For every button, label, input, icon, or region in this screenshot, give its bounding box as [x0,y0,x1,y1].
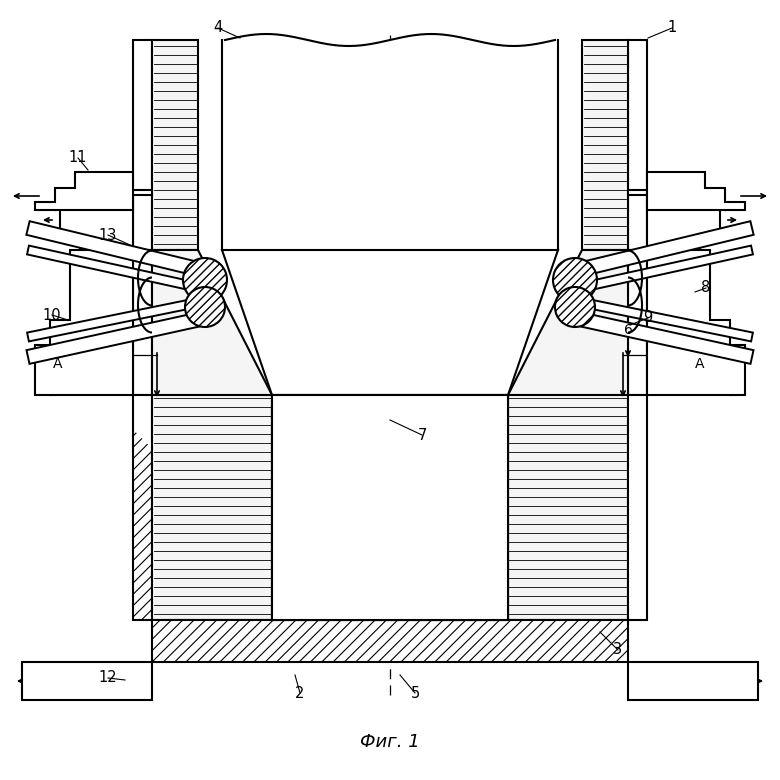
Text: 6: 6 [623,323,633,337]
Polygon shape [272,395,508,620]
Polygon shape [569,222,753,278]
Text: 4: 4 [214,20,222,36]
Text: 10: 10 [43,307,62,322]
Text: 12: 12 [99,671,117,686]
Polygon shape [152,40,198,250]
Text: 11: 11 [69,151,87,165]
Wedge shape [555,287,595,327]
Text: A: A [53,357,62,371]
Polygon shape [133,40,152,250]
Polygon shape [628,395,647,620]
Wedge shape [185,287,225,327]
Text: Фиг. 1: Фиг. 1 [360,733,420,751]
Text: 13: 13 [99,228,117,243]
Polygon shape [582,40,628,250]
Polygon shape [222,40,558,250]
Polygon shape [647,172,745,210]
Polygon shape [628,190,720,250]
Text: 1: 1 [668,20,676,36]
Polygon shape [508,250,628,395]
Polygon shape [222,250,558,395]
Text: 2: 2 [296,686,305,700]
Polygon shape [35,172,133,210]
Polygon shape [27,296,211,342]
Wedge shape [183,258,227,302]
Wedge shape [553,258,597,302]
Polygon shape [22,662,152,700]
Text: 3: 3 [613,643,622,658]
Polygon shape [508,395,628,620]
Text: A: A [695,357,705,371]
Polygon shape [272,395,508,620]
Polygon shape [152,395,272,620]
Polygon shape [569,296,753,342]
Text: 8: 8 [701,281,711,296]
Text: 9: 9 [644,310,653,325]
Polygon shape [628,250,647,395]
Polygon shape [628,662,758,700]
Polygon shape [35,250,133,395]
Polygon shape [628,40,647,250]
Polygon shape [60,190,152,250]
Polygon shape [133,395,152,620]
Polygon shape [27,246,211,294]
Text: 7: 7 [417,427,427,442]
Polygon shape [647,250,745,395]
Polygon shape [569,246,753,294]
Polygon shape [27,310,211,363]
Polygon shape [152,250,272,395]
Polygon shape [133,250,152,395]
Polygon shape [27,222,211,278]
Text: 5: 5 [410,686,420,700]
Polygon shape [152,620,628,662]
Polygon shape [569,310,753,363]
